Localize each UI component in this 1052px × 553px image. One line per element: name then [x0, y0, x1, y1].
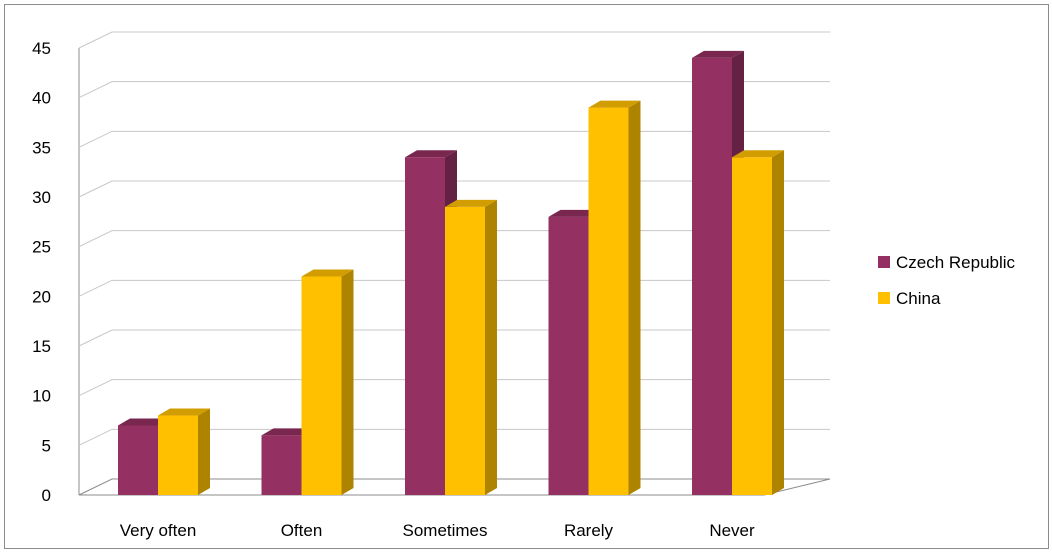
- bar: [732, 150, 784, 495]
- x-tick-label: Sometimes: [402, 521, 487, 540]
- legend-swatch: [878, 256, 890, 268]
- y-tick-label: 40: [32, 89, 51, 108]
- legend-item: China: [878, 289, 941, 308]
- x-tick-label: Never: [709, 521, 755, 540]
- y-tick-label: 45: [32, 39, 51, 58]
- bars: [118, 50, 784, 495]
- y-tick-label: 30: [32, 188, 51, 207]
- y-tick-label: 20: [32, 287, 51, 306]
- bar: [301, 269, 354, 495]
- legend: Czech Republic China: [878, 253, 1016, 308]
- legend-swatch: [878, 292, 890, 304]
- legend-label: China: [896, 289, 941, 308]
- bar: [445, 199, 497, 495]
- y-tick-label: 25: [32, 238, 51, 257]
- bar: [588, 100, 641, 495]
- bar: [158, 408, 210, 495]
- y-axis: 0 5 10 15 20 25 30 35 40 45: [32, 39, 51, 505]
- y-tick-label: 15: [32, 337, 51, 356]
- legend-item: Czech Republic: [878, 253, 1016, 272]
- gridline: [78, 31, 830, 49]
- y-tick-label: 35: [32, 138, 51, 157]
- x-tick-label: Often: [281, 521, 323, 540]
- x-axis: Very often Often Sometimes Rarely Never: [120, 521, 755, 540]
- gridline: [78, 81, 830, 99]
- legend-label: Czech Republic: [896, 253, 1016, 272]
- x-tick-label: Rarely: [564, 521, 614, 540]
- y-tick-label: 0: [42, 486, 51, 505]
- y-tick-label: 10: [32, 387, 51, 406]
- x-tick-label: Very often: [120, 521, 197, 540]
- y-tick-label: 5: [42, 436, 51, 455]
